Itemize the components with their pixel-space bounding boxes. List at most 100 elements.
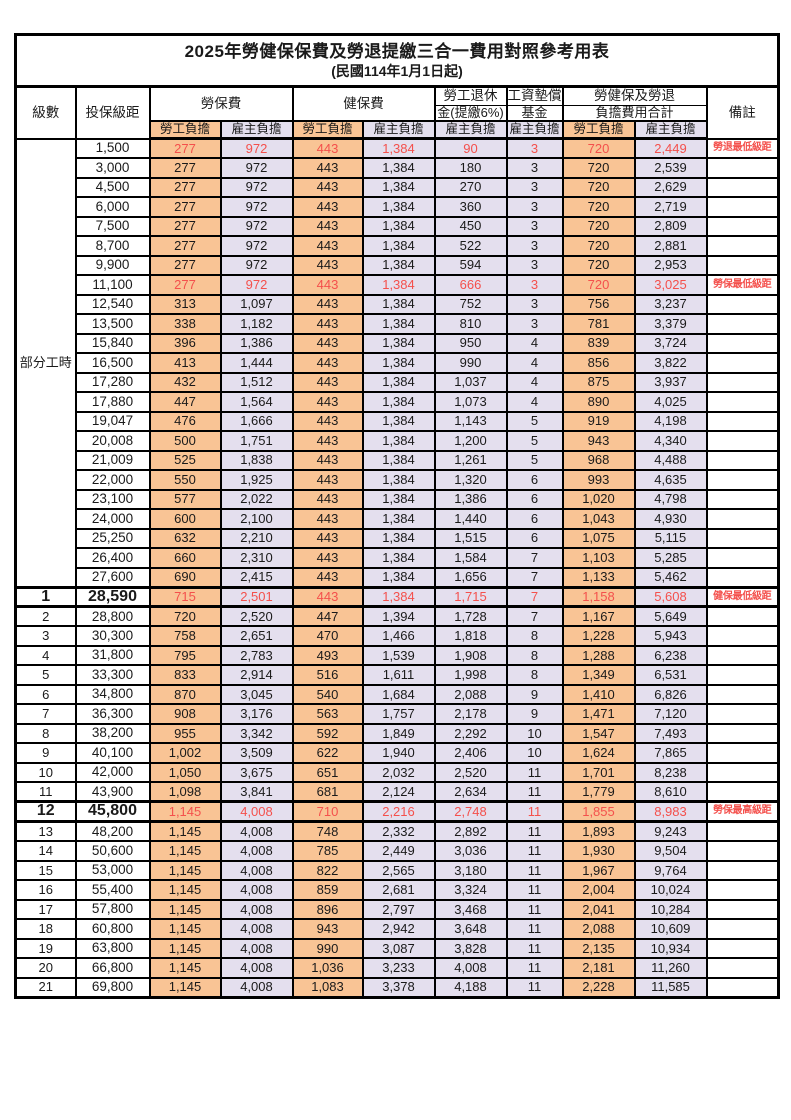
- bracket-cell: 4,500: [74, 176, 151, 198]
- wage-fund-employer-cell: 7: [505, 566, 564, 588]
- note-cell: [705, 196, 780, 218]
- subheader-total-employer: 雇主負擔: [633, 120, 708, 140]
- total-employee-cell: 781: [561, 313, 636, 335]
- health-employee-cell: 443: [291, 469, 364, 491]
- health-employee-cell: 1,083: [291, 976, 364, 999]
- total-employee-cell: 1,410: [561, 683, 636, 706]
- bracket-cell: 31,800: [74, 644, 151, 667]
- total-employer-cell: 10,284: [633, 898, 708, 921]
- health-employee-cell: 443: [291, 313, 364, 335]
- total-employer-cell: 2,953: [633, 254, 708, 276]
- note-cell: [705, 957, 780, 979]
- health-employee-cell: 1,036: [291, 957, 364, 979]
- total-employer-cell: 3,379: [633, 313, 708, 335]
- total-employee-cell: 1,349: [561, 664, 636, 686]
- health-employee-cell: 540: [291, 683, 364, 706]
- health-employer-cell: 2,942: [361, 918, 436, 940]
- table-row: 16 55,400 1,145 4,008 859 2,681 3,324 11 2,004 10…: [14, 879, 780, 901]
- labor-employer-cell: 2,651: [219, 625, 294, 647]
- total-employer-cell: 8,610: [633, 781, 708, 803]
- total-employee-cell: 2,135: [561, 937, 636, 960]
- wage-fund-employer-cell: 11: [505, 898, 564, 921]
- wage-fund-employer-cell: 6: [505, 469, 564, 491]
- level-cell: 11: [14, 781, 77, 803]
- table-row: 23,100 577 2,022 443 1,384 1,386 6 1,020 4,798: [16, 488, 780, 510]
- pension-employer-cell: 1,200: [433, 430, 508, 452]
- table-row: 17,280 432 1,512 443 1,384 1,037 4 875 3,937: [16, 371, 780, 393]
- labor-employee-cell: 1,145: [148, 937, 222, 960]
- wage-fund-employer-cell: 11: [505, 820, 564, 843]
- health-employee-cell: 443: [291, 449, 364, 471]
- level-cell: 18: [14, 918, 77, 940]
- wage-fund-employer-cell: 11: [505, 800, 564, 824]
- health-employee-cell: 443: [291, 566, 364, 588]
- total-employer-cell: 8,238: [633, 761, 708, 784]
- pension-employer-cell: 1,728: [433, 605, 508, 628]
- table-row: 部分工時 1,500 277 972 443 1,384 90 3 720 2,449 勞退最低級距: [14, 137, 780, 588]
- labor-employer-cell: 972: [219, 157, 294, 179]
- total-employer-cell: 9,764: [633, 859, 708, 882]
- health-employee-cell: 443: [291, 176, 364, 198]
- labor-employee-cell: 1,145: [148, 840, 222, 862]
- labor-employer-cell: 2,022: [219, 488, 294, 510]
- bracket-cell: 30,300: [74, 625, 151, 647]
- note-cell: [705, 176, 780, 198]
- health-employer-cell: 1,384: [361, 566, 436, 588]
- total-employee-cell: 1,624: [561, 742, 636, 764]
- labor-employer-cell: 1,666: [219, 410, 294, 432]
- labor-employer-cell: 4,008: [219, 840, 294, 862]
- health-employer-cell: 1,394: [361, 605, 436, 628]
- subheader-labor-employer: 雇主負擔: [219, 120, 294, 140]
- total-employee-cell: 1,020: [561, 488, 636, 510]
- subheader-health-employee: 勞工負擔: [291, 120, 364, 140]
- bracket-cell: 13,500: [74, 313, 151, 335]
- bracket-cell: 66,800: [74, 957, 151, 979]
- total-employer-cell: 5,649: [633, 605, 708, 628]
- note-cell: [705, 761, 780, 784]
- pension-employer-cell: 1,143: [433, 410, 508, 432]
- total-employee-cell: 2,088: [561, 918, 636, 940]
- health-employee-cell: 516: [291, 664, 364, 686]
- health-employer-cell: 1,384: [361, 157, 436, 179]
- bracket-cell: 12,540: [74, 293, 151, 315]
- table-body: 部分工時 1,500 277 972 443 1,384 90 3 720 2,449 勞退最低級距…: [14, 137, 780, 999]
- pension-employer-cell: 1,440: [433, 508, 508, 530]
- labor-employer-cell: 2,501: [219, 585, 294, 609]
- table-row: 19 63,800 1,145 4,008 990 3,087 3,828 11 2,135 10…: [14, 937, 780, 960]
- header-wage-fund-line2: 基金: [505, 105, 564, 122]
- wage-fund-employer-cell: 6: [505, 508, 564, 530]
- health-employee-cell: 447: [291, 605, 364, 628]
- labor-employee-cell: 525: [148, 449, 222, 471]
- wage-fund-employer-cell: 7: [505, 585, 564, 609]
- health-employer-cell: 2,032: [361, 761, 436, 784]
- total-employer-cell: 2,629: [633, 176, 708, 198]
- table-row: 13 48,200 1,145 4,008 748 2,332 2,892 11 1,893 9,…: [14, 820, 780, 843]
- header-total-line2: 負擔費用合計: [561, 105, 708, 122]
- pension-employer-cell: 2,178: [433, 703, 508, 725]
- pension-employer-cell: 3,180: [433, 859, 508, 882]
- labor-employer-cell: 4,008: [219, 957, 294, 979]
- wage-fund-employer-cell: 10: [505, 742, 564, 764]
- bracket-cell: 45,800: [74, 800, 151, 824]
- wage-fund-employer-cell: 3: [505, 293, 564, 315]
- subheader-total-employee: 勞工負擔: [561, 120, 636, 140]
- wage-fund-employer-cell: 11: [505, 761, 564, 784]
- premium-table: 2025年勞健保保費及勞退提繳三合一費用對照參考用表 (民國114年1月1日起)…: [14, 33, 781, 999]
- table-row: 18 60,800 1,145 4,008 943 2,942 3,648 11 2,088 10…: [14, 918, 780, 940]
- wage-fund-employer-cell: 6: [505, 488, 564, 510]
- bracket-cell: 11,100: [74, 274, 151, 296]
- wage-fund-employer-cell: 11: [505, 918, 564, 940]
- pension-employer-cell: 3,468: [433, 898, 508, 921]
- bracket-cell: 7,500: [74, 215, 151, 237]
- labor-employee-cell: 277: [148, 137, 222, 159]
- bracket-cell: 21,009: [74, 449, 151, 471]
- total-employer-cell: 2,449: [633, 137, 708, 159]
- note-cell: [705, 703, 780, 725]
- labor-employee-cell: 1,050: [148, 761, 222, 784]
- table-row: 6,000 277 972 443 1,384 360 3 720 2,719: [16, 196, 780, 218]
- pension-employer-cell: 810: [433, 313, 508, 335]
- table-row: 10 42,000 1,050 3,675 651 2,032 2,520 11 1,701 8,…: [14, 761, 780, 784]
- labor-employer-cell: 3,509: [219, 742, 294, 764]
- pension-employer-cell: 4,008: [433, 957, 508, 979]
- total-employer-cell: 4,798: [633, 488, 708, 510]
